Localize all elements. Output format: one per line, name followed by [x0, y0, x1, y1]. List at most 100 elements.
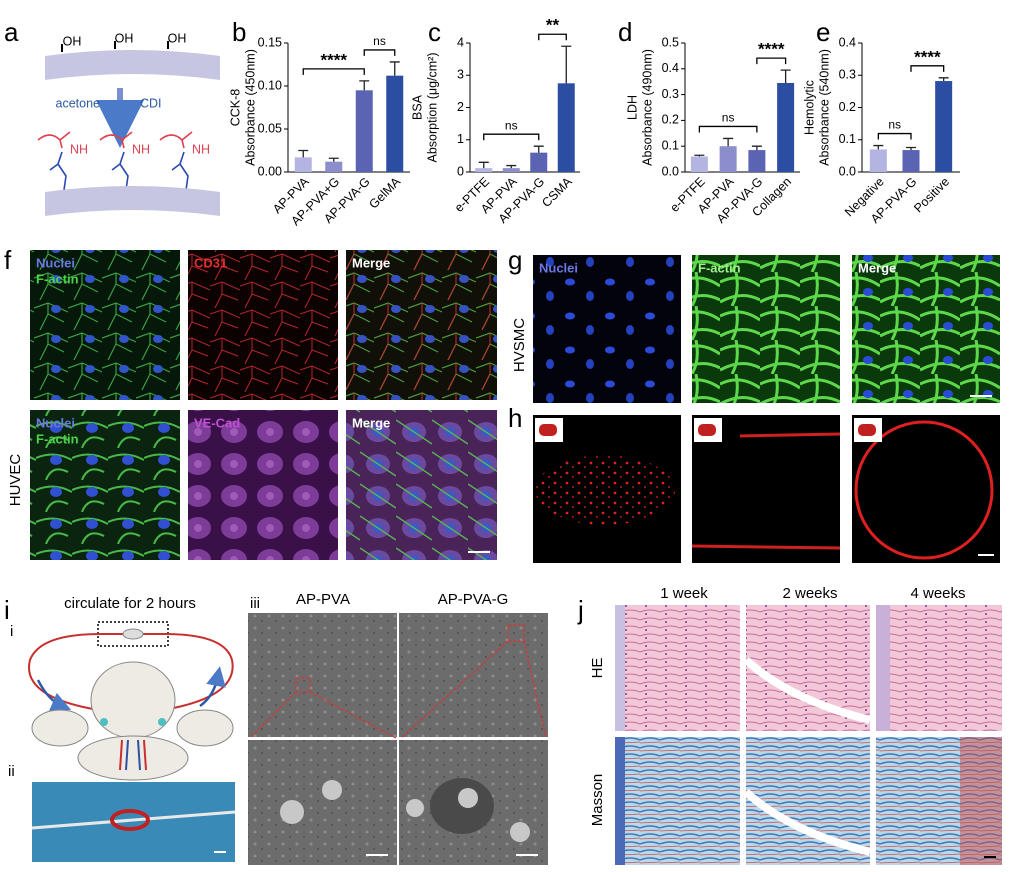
error-bar — [389, 61, 400, 76]
row-label: HE — [589, 658, 606, 679]
error-bar — [359, 80, 370, 91]
error-bar — [873, 144, 884, 150]
y-axis-label: Absorbance (540nm) — [817, 49, 831, 166]
error-bar — [533, 145, 544, 153]
y-tick-label: 3 — [457, 68, 464, 82]
y-tick-label: 0 — [457, 164, 464, 178]
x-tick-label: CSMA — [539, 174, 575, 210]
significance-label: ns — [722, 111, 735, 125]
sub-label: i — [10, 623, 13, 640]
sem-image — [399, 613, 548, 737]
panel-label: i — [4, 595, 10, 625]
y-tick-label: 0.0 — [662, 164, 679, 178]
y-tick-label: 0.2 — [839, 100, 856, 114]
error-bar — [561, 45, 572, 84]
photo — [32, 782, 235, 862]
bar — [719, 146, 737, 172]
significance-bracket — [302, 68, 365, 75]
column-label: 2 weeks — [782, 585, 837, 602]
bar — [935, 81, 953, 172]
x-tick-label: GelMA — [366, 174, 403, 211]
zoom-indicator — [249, 624, 547, 739]
significance-label: ns — [505, 118, 518, 132]
histology — [615, 737, 740, 865]
significance-label: ns — [373, 34, 386, 48]
error-bar — [694, 154, 705, 157]
bar — [777, 82, 795, 172]
oh: OH — [168, 31, 187, 45]
y-axis-label: Hemolytic — [802, 80, 816, 135]
error-bar — [478, 161, 489, 169]
y-axis-label: CCK-8 — [228, 89, 242, 127]
orientation-icon — [535, 418, 882, 442]
micrograph — [346, 410, 497, 560]
cells — [691, 432, 841, 550]
stain: Merge — [352, 255, 390, 270]
y-tick-label: 2 — [457, 100, 464, 114]
histology — [746, 605, 870, 731]
panel-label: d — [618, 17, 632, 47]
tissue-detail — [615, 605, 1002, 865]
column-label: AP-PVA — [296, 591, 350, 608]
y-tick-label: 0.2 — [662, 113, 679, 127]
cell-type: HUVEC — [7, 454, 24, 507]
cells — [280, 778, 530, 842]
oh: OH — [115, 31, 134, 45]
bar — [325, 161, 343, 172]
error-bar — [723, 137, 734, 147]
device — [122, 628, 144, 640]
bar — [355, 90, 373, 172]
y-tick-label: 0.0 — [839, 164, 856, 178]
y-tick-label: 0.5 — [662, 35, 679, 49]
panel-label: j — [577, 595, 584, 625]
y-tick-label: 4 — [457, 35, 464, 49]
panel-label: e — [816, 17, 830, 47]
bar — [557, 83, 575, 172]
error-bar — [780, 69, 791, 83]
y-tick-label: 0.3 — [839, 68, 856, 82]
y-tick-label: 0.3 — [662, 87, 679, 101]
substrate — [45, 186, 220, 216]
bar — [386, 75, 404, 172]
y-axis-label: LDH — [625, 95, 639, 120]
micrograph — [852, 255, 1000, 403]
device-photo — [110, 809, 150, 831]
reagent: CDI — [140, 96, 162, 110]
micrograph — [533, 255, 681, 403]
error-bar — [938, 77, 949, 82]
significance-bracket — [756, 57, 787, 65]
significance-bracket — [538, 33, 567, 41]
error-bar — [506, 164, 517, 169]
column-label: 4 weeks — [910, 585, 965, 602]
sem-image — [248, 613, 397, 737]
sub-label: ii — [8, 763, 15, 780]
y-tick-label: 0.4 — [662, 61, 679, 75]
substrate — [45, 50, 220, 80]
micrograph — [30, 410, 180, 560]
oh-sticks — [61, 41, 169, 52]
histology — [615, 605, 740, 731]
histology — [876, 605, 1002, 731]
reagent: acetone — [56, 96, 101, 110]
y-tick-label: 0.1 — [662, 138, 679, 152]
column-label: AP-PVA-G — [438, 591, 509, 608]
micrograph — [692, 255, 840, 403]
flow-arrow — [36, 679, 72, 712]
y-axis-label: Absorption (μg/cm²) — [425, 52, 439, 162]
stain: F-actin — [698, 260, 741, 275]
cell-type: HVSMC — [511, 318, 528, 372]
y-tick-label: 0.1 — [839, 132, 856, 146]
stain: CD31 — [194, 255, 227, 270]
carbamate — [37, 131, 193, 191]
cells — [535, 455, 675, 525]
panel-label: h — [508, 403, 522, 433]
significance-label: **** — [758, 40, 785, 59]
significance-bracket — [877, 132, 912, 140]
y-axis-label: Absorbance (450nm) — [243, 49, 257, 166]
stain: Nuclei — [539, 260, 578, 275]
error-bar — [906, 146, 916, 151]
y-tick-label: 0.10 — [258, 78, 282, 92]
caption: circulate for 2 hours — [64, 595, 196, 612]
tube-photo — [31, 810, 236, 830]
significance-label: ** — [546, 16, 560, 35]
